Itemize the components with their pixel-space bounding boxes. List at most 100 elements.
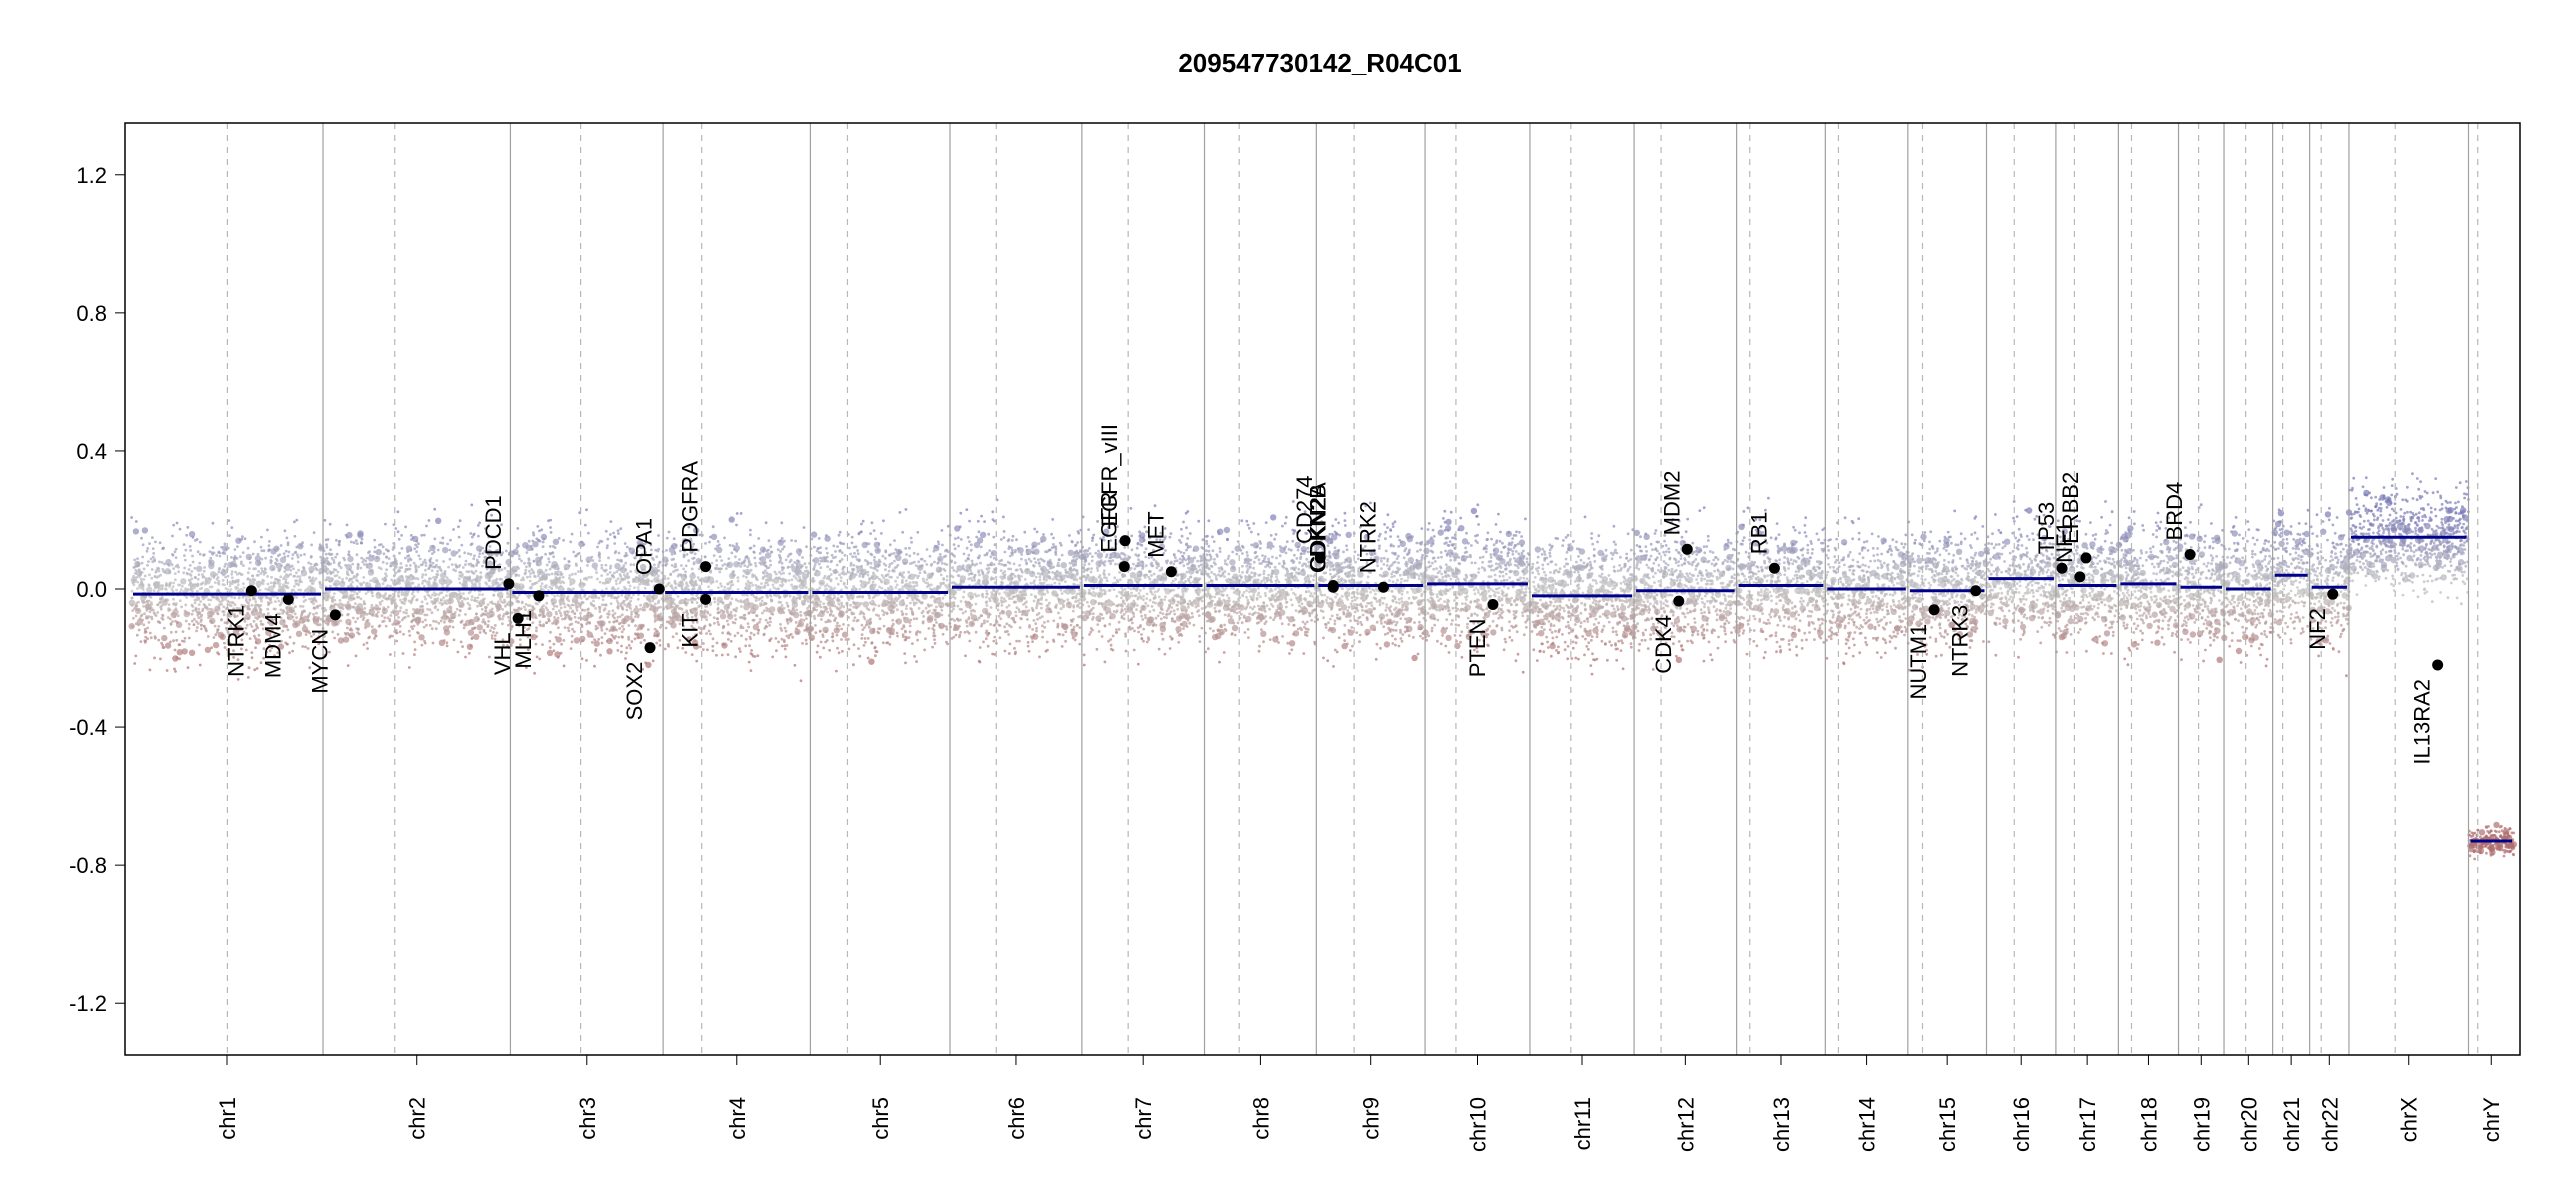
probe-point <box>569 540 573 544</box>
probe-point <box>682 567 685 571</box>
probe-point <box>200 618 203 622</box>
probe-point <box>507 623 510 627</box>
probe-point <box>436 597 440 600</box>
probe-point <box>738 558 741 561</box>
probe-point <box>217 589 221 593</box>
probe-point <box>613 616 616 620</box>
probe-point <box>593 664 596 668</box>
probe-point <box>183 554 186 557</box>
probe-point <box>765 549 769 553</box>
probe-point <box>801 579 805 583</box>
probe-point <box>447 565 450 569</box>
probe-point <box>708 540 711 544</box>
probe-point <box>299 588 303 592</box>
probe-point <box>335 552 339 556</box>
probe-point <box>255 580 262 587</box>
probe-point <box>892 552 896 555</box>
probe-point <box>482 618 485 621</box>
probe-point <box>715 653 718 657</box>
probe-point <box>234 570 238 574</box>
probe-point <box>877 604 881 608</box>
probe-point <box>795 562 799 565</box>
probe-point <box>236 545 239 548</box>
probe-point <box>348 632 356 639</box>
probe-point <box>673 616 677 619</box>
probe-point <box>746 565 749 569</box>
probe-point <box>335 603 338 606</box>
probe-point <box>130 516 134 519</box>
probe-point <box>756 631 760 635</box>
probe-point <box>650 579 654 583</box>
probe-point <box>413 547 417 551</box>
probe-point <box>370 603 374 607</box>
probe-point <box>575 606 578 610</box>
probe-point <box>232 656 236 659</box>
probe-point <box>475 574 479 578</box>
probe-point <box>608 571 612 574</box>
probe-point <box>602 594 605 598</box>
probe-point <box>627 575 631 579</box>
probe-point <box>370 568 374 572</box>
probe-point <box>436 608 440 612</box>
probe-point <box>324 608 328 612</box>
probe-point <box>824 534 828 537</box>
probe-point <box>236 578 240 582</box>
probe-point <box>223 542 227 546</box>
probe-point <box>375 607 379 611</box>
probe-point <box>540 582 544 585</box>
probe-point <box>290 557 294 560</box>
probe-point <box>754 599 758 602</box>
probe-point <box>735 542 739 546</box>
probe-point <box>260 557 264 561</box>
probe-point <box>916 594 920 598</box>
probe-point <box>212 576 216 579</box>
probe-point <box>231 601 235 605</box>
probe-point <box>356 585 359 588</box>
probe-point <box>819 600 822 604</box>
probe-point <box>581 639 584 643</box>
probe-point <box>286 586 290 590</box>
probe-point <box>424 618 427 622</box>
probe-point <box>534 575 537 579</box>
probe-point <box>813 565 816 569</box>
probe-point <box>703 616 706 619</box>
probe-point <box>512 550 516 554</box>
probe-point <box>254 567 257 571</box>
probe-point <box>566 626 570 630</box>
probe-point <box>585 622 588 626</box>
probe-point <box>498 583 502 587</box>
probe-point <box>505 612 509 616</box>
probe-point <box>474 612 478 616</box>
probe-point <box>175 521 179 525</box>
probe-point <box>150 576 154 580</box>
probe-point <box>623 554 627 558</box>
probe-point <box>262 572 266 576</box>
probe-point <box>260 581 264 584</box>
probe-point <box>430 569 434 572</box>
probe-point <box>709 632 712 636</box>
probe-point <box>198 561 202 565</box>
probe-point <box>303 609 307 613</box>
probe-point <box>350 577 353 581</box>
probe-point <box>884 556 887 560</box>
probe-point <box>300 570 308 577</box>
probe-point <box>476 560 479 564</box>
probe-point <box>162 626 166 630</box>
probe-point <box>594 607 597 610</box>
probe-point <box>278 582 282 586</box>
probe-point <box>476 596 480 600</box>
probe-point <box>711 644 715 648</box>
probe-point <box>791 635 795 639</box>
probe-point <box>801 564 804 568</box>
probe-point <box>536 563 539 566</box>
probe-point <box>554 651 561 658</box>
probe-point <box>844 585 848 589</box>
probe-point <box>526 561 530 565</box>
probe-point <box>492 593 496 597</box>
probe-point <box>779 626 783 630</box>
probe-point <box>153 636 157 640</box>
probe-point <box>442 578 446 582</box>
probe-point <box>760 599 764 603</box>
probe-point <box>715 617 719 621</box>
probe-point <box>470 598 474 602</box>
